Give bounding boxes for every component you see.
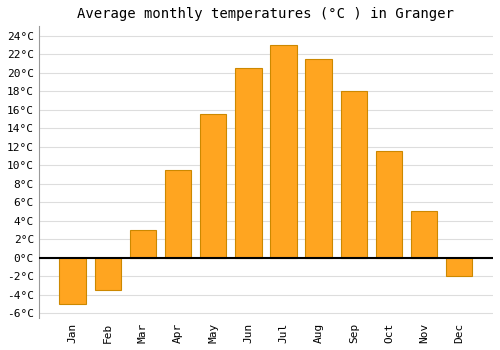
Bar: [411, 211, 438, 258]
Bar: [94, 258, 121, 290]
Bar: [340, 91, 367, 258]
Bar: [235, 68, 262, 258]
Bar: [200, 114, 226, 258]
Bar: [165, 170, 191, 258]
Bar: [60, 258, 86, 304]
Bar: [376, 151, 402, 258]
Bar: [130, 230, 156, 258]
Bar: [306, 59, 332, 258]
Bar: [270, 45, 296, 258]
Bar: [446, 258, 472, 276]
Title: Average monthly temperatures (°C ) in Granger: Average monthly temperatures (°C ) in Gr…: [78, 7, 454, 21]
